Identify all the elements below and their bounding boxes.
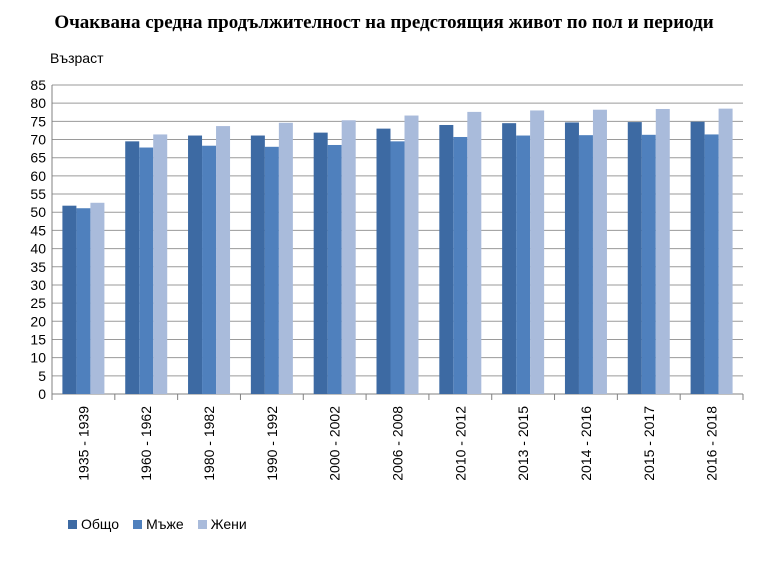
bar: [627, 122, 642, 394]
legend-item: Жени: [197, 516, 247, 532]
bar: [530, 110, 545, 395]
x-tick-label: 2014 - 2016: [578, 406, 594, 481]
bar: [327, 144, 342, 394]
bar: [188, 135, 203, 395]
y-tick-label: 0: [38, 386, 46, 402]
y-tick-label: 35: [30, 259, 46, 275]
legend-label: Мъже: [146, 516, 184, 532]
bar: [655, 108, 670, 394]
bar: [90, 202, 105, 394]
bar: [704, 134, 719, 394]
x-tick-label: 1935 - 1939: [75, 406, 91, 481]
x-tick-label: 2016 - 2018: [704, 406, 720, 481]
y-axis-label: Възраст: [50, 50, 104, 66]
bar: [153, 134, 168, 394]
x-tick-label: 2006 - 2008: [390, 406, 406, 481]
legend-label: Жени: [210, 516, 247, 532]
bar: [76, 208, 91, 394]
bar: [278, 122, 293, 394]
bar: [453, 136, 468, 394]
y-tick-label: 65: [30, 150, 46, 166]
x-tick-label: 2015 - 2017: [641, 406, 657, 481]
bar: [341, 120, 356, 394]
x-tick-label: 2010 - 2012: [452, 406, 468, 481]
x-tick-label: 1980 - 1982: [201, 406, 217, 481]
x-tick-label: 1990 - 1992: [264, 406, 280, 481]
bar: [439, 124, 454, 395]
legend-item: Общо: [68, 516, 119, 532]
y-tick-label: 25: [30, 295, 46, 311]
bar: [690, 121, 705, 395]
bar: [62, 205, 77, 394]
y-tick-label: 20: [30, 313, 46, 329]
x-tick-label: 2013 - 2015: [515, 406, 531, 481]
bar: [592, 109, 607, 394]
y-tick-label: 30: [30, 277, 46, 293]
bar: [376, 128, 391, 394]
bar: [467, 111, 482, 394]
y-tick-label: 10: [30, 350, 46, 366]
x-tick-label: 1960 - 1962: [138, 406, 154, 481]
bar: [202, 145, 217, 394]
bar: [264, 146, 279, 394]
bar: [718, 108, 733, 395]
bar: [578, 135, 593, 394]
legend: Общо Мъже Жени: [68, 516, 247, 532]
legend-swatch: [133, 519, 143, 529]
y-tick-label: 15: [30, 331, 46, 347]
bar: [216, 126, 231, 394]
legend-label: Общо: [81, 516, 120, 532]
y-tick-label: 45: [30, 222, 46, 238]
legend-swatch: [197, 519, 207, 529]
y-tick-label: 50: [30, 204, 46, 220]
legend-item: Мъже: [133, 516, 184, 532]
y-tick-label: 55: [30, 186, 46, 202]
chart-title: Очаквана средна продължителност на предс…: [54, 12, 714, 33]
y-tick-label: 70: [30, 132, 46, 148]
bar: [125, 141, 140, 394]
bar: [250, 135, 265, 395]
bar: [404, 115, 419, 394]
bar: [139, 147, 154, 394]
y-tick-label: 80: [30, 95, 46, 111]
legend-swatch: [68, 519, 77, 529]
x-tick-label: 2000 - 2002: [327, 406, 343, 481]
bar: [390, 141, 405, 394]
y-tick-label: 40: [30, 241, 46, 257]
y-tick-label: 85: [30, 77, 46, 93]
y-tick-label: 75: [30, 113, 46, 129]
bar: [313, 132, 328, 394]
bar: [564, 122, 579, 394]
bar: [641, 134, 656, 394]
y-tick-label: 60: [30, 168, 46, 184]
bar: [516, 135, 531, 395]
bar: [502, 123, 517, 394]
y-tick-label: 5: [38, 368, 46, 384]
